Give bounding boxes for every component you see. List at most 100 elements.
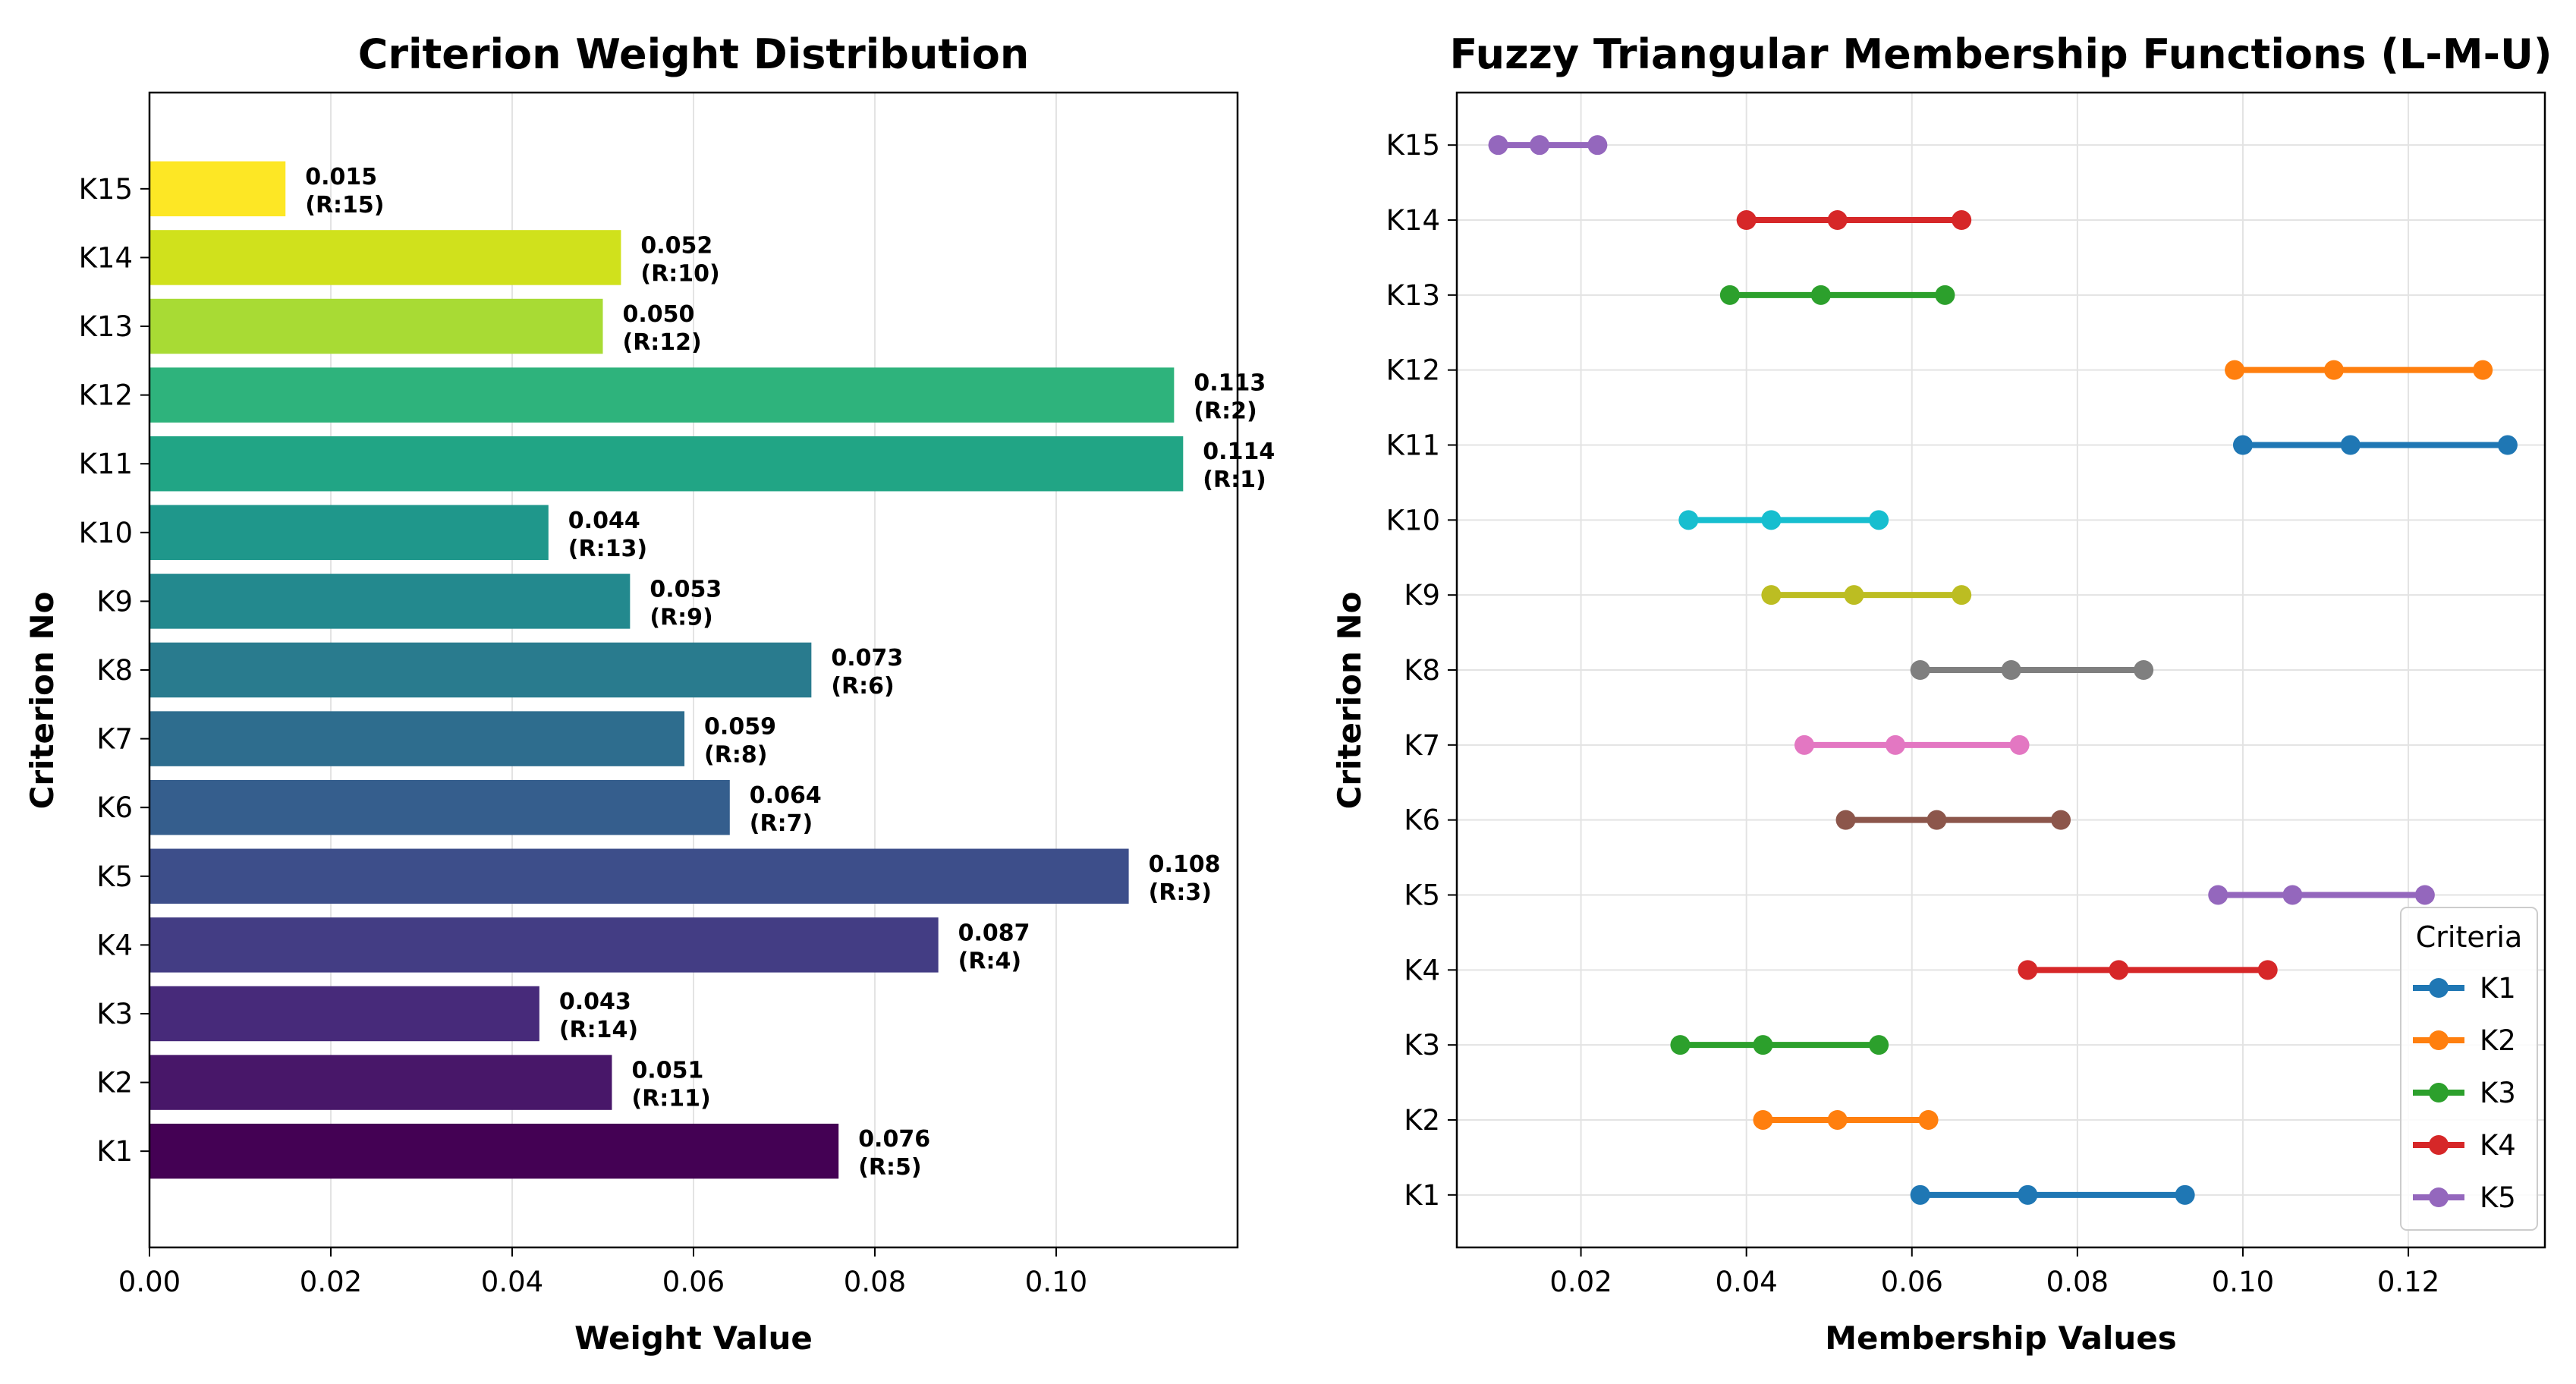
weight-bar-chart: Criterion Weight Distribution Weight Val… — [24, 30, 1275, 1357]
chart2-series-k1 — [1910, 1184, 2195, 1205]
chart2-point — [2109, 960, 2129, 980]
chart2-point — [1761, 585, 1782, 606]
chart2-point — [2473, 360, 2493, 380]
chart1-value-label: 0.052 — [640, 232, 712, 259]
chart1-rank-label: (R:11) — [631, 1086, 710, 1112]
chart1-y-tick-label: K6 — [96, 791, 133, 824]
chart2-series-k10 — [1678, 510, 1889, 530]
chart2-series-k9 — [1761, 585, 1972, 606]
chart2-point — [1794, 734, 1815, 755]
chart1-rank-label: (R:1) — [1203, 467, 1266, 493]
chart2-point — [2225, 360, 2245, 380]
chart2-point — [2497, 435, 2518, 455]
chart1-rank-label: (R:12) — [623, 329, 702, 356]
chart1-bar — [149, 1123, 839, 1179]
chart2-y-tick-label: K2 — [1404, 1104, 1440, 1137]
chart2-x-tick-label: 0.10 — [2212, 1266, 2274, 1298]
chart1-bar — [149, 917, 939, 973]
chart1-bar — [149, 505, 549, 561]
chart1-x-tick-label: 0.08 — [844, 1266, 906, 1298]
chart2-point — [2257, 960, 2278, 980]
chart1-ylabel: Criterion No — [24, 592, 61, 810]
chart1-y-tick-label: K5 — [96, 860, 133, 893]
chart2-legend-box — [2400, 907, 2538, 1231]
chart1-y-tick-label: K7 — [96, 723, 133, 756]
chart1-rank-label: (R:10) — [640, 260, 719, 287]
chart1-value-label: 0.053 — [650, 576, 722, 602]
chart2-series-k11 — [2232, 435, 2518, 455]
chart2-series-k13 — [1719, 285, 1955, 305]
chart2-series-k12 — [2225, 360, 2493, 380]
chart2-xlabel: Membership Values — [1825, 1320, 2177, 1357]
chart2-legend-entry: K3 — [2413, 1077, 2516, 1109]
chart2-point — [1935, 285, 1955, 305]
chart1-rank-label: (R:2) — [1194, 398, 1257, 425]
chart2-point — [2009, 734, 2030, 755]
chart1-bar — [149, 367, 1175, 423]
chart2-point — [1835, 810, 1856, 830]
chart2-legend-label: K4 — [2480, 1129, 2516, 1162]
chart2-y-tick-label: K6 — [1404, 804, 1440, 837]
chart2-y-tick-label: K10 — [1386, 504, 1440, 536]
chart1-x-tick-label: 0.00 — [118, 1266, 181, 1298]
membership-chart: Fuzzy Triangular Membership Functions (L… — [1331, 30, 2552, 1357]
chart2-point — [1952, 585, 1972, 606]
chart1-y-tick-label: K8 — [96, 654, 133, 687]
chart1-bar — [149, 848, 1129, 904]
chart2-point — [1736, 210, 1757, 231]
chart2-legend: Criteria K1 K2 K3 K4 K5 — [2400, 907, 2538, 1231]
chart2-point — [2232, 435, 2253, 455]
chart1-x-tick-label: 0.02 — [300, 1266, 362, 1298]
chart1-value-label: 0.043 — [559, 989, 631, 1015]
chart2-series-k3 — [1670, 1035, 1889, 1055]
chart1-y-tick-label: K1 — [96, 1135, 133, 1168]
chart2-point — [1869, 510, 1889, 530]
chart2-point — [1670, 1035, 1691, 1055]
chart2-y-tick-label: K3 — [1404, 1029, 1440, 1062]
chart1-title: Criterion Weight Distribution — [358, 30, 1030, 78]
chart2-point — [2018, 960, 2038, 980]
chart1-rank-label: (R:4) — [958, 948, 1021, 974]
chart1-bar — [149, 779, 730, 835]
chart2-x-ticks: 0.02 0.04 0.06 0.08 0.10 0.12 — [1549, 1247, 2439, 1298]
chart1-xlabel: Weight Value — [574, 1320, 813, 1357]
chart2-series-k4 — [2018, 960, 2278, 980]
chart2-x-tick-label: 0.08 — [2046, 1266, 2109, 1298]
chart2-point — [1926, 810, 1947, 830]
chart2-point — [2001, 660, 2021, 680]
chart2-point — [1827, 210, 1848, 231]
chart2-legend-swatch-marker — [2429, 1083, 2449, 1102]
chart2-point — [2340, 435, 2361, 455]
chart2-legend-entry: K4 — [2413, 1129, 2516, 1162]
chart1-rank-label: (R:13) — [568, 536, 647, 562]
chart2-x-tick-label: 0.02 — [1549, 1266, 1612, 1298]
chart2-series-k15 — [1488, 135, 1608, 156]
chart1-y-tick-label: K9 — [96, 585, 133, 618]
chart2-point — [1678, 510, 1699, 530]
chart2-ylabel: Criterion No — [1331, 592, 1368, 810]
chart1-bar — [149, 1055, 612, 1110]
chart1-y-tick-label: K2 — [96, 1067, 133, 1099]
chart1-bar — [149, 298, 603, 354]
chart2-point — [2175, 1184, 2195, 1205]
chart2-point — [1918, 1109, 1939, 1130]
chart1-y-tick-label: K11 — [79, 448, 133, 480]
chart2-title: Fuzzy Triangular Membership Functions (L… — [1449, 30, 2552, 78]
chart2-point — [1910, 660, 1930, 680]
chart1-y-tick-label: K12 — [79, 379, 133, 412]
chart2-legend-swatch-marker — [2429, 1030, 2449, 1050]
chart2-y-tick-label: K12 — [1386, 354, 1440, 387]
chart2-legend-label: K5 — [2480, 1181, 2516, 1214]
chart1-y-tick-label: K13 — [79, 310, 133, 343]
chart2-y-tick-label: K4 — [1404, 954, 1440, 986]
chart1-value-label: 0.059 — [704, 714, 776, 741]
chart2-legend-label: K1 — [2480, 972, 2516, 1005]
chart1-bars — [149, 161, 1184, 1179]
chart2-point — [1952, 210, 1972, 231]
chart1-x-tick-label: 0.06 — [662, 1266, 725, 1298]
chart1-value-label: 0.064 — [750, 782, 822, 809]
chart2-series-k2 — [1753, 1109, 1939, 1130]
chart2-series-k7 — [1794, 734, 2030, 755]
chart2-point — [1753, 1035, 1773, 1055]
chart1-rank-label: (R:5) — [858, 1154, 921, 1181]
